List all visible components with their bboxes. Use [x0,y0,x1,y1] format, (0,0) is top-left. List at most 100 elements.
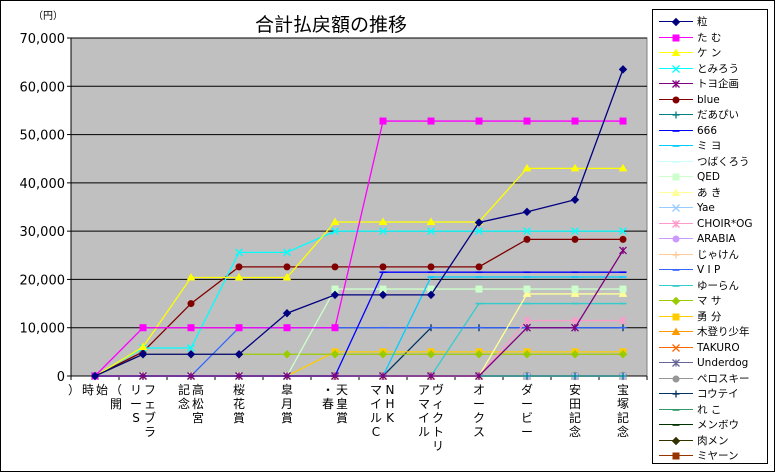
data-point [283,263,291,271]
legend-marker [672,145,680,147]
legend-item: ARABIA [655,231,765,247]
legend-item: トヨ企画 [655,76,765,92]
legend-item: 粒 [655,14,765,30]
legend-item: 肉メン [655,433,765,449]
x-tick-char: 宝 [617,383,629,397]
data-point [187,344,195,352]
data-point [570,350,580,359]
legend-marker [672,204,680,212]
data-point [379,372,387,380]
legend-marker [672,408,680,411]
x-tick-char: イ [418,411,430,425]
data-point [330,290,340,300]
legend-marker-shape [672,452,680,460]
y-tick-label: 20,000 [20,273,66,288]
data-point [426,290,436,300]
y-tick-label: 60,000 [20,80,66,95]
data-point [570,195,580,204]
data-point [187,300,195,308]
legend-item: ミヤーン [655,448,765,464]
x-tick-char: 春 [322,397,334,411]
legend-marker-shape [671,17,681,27]
legend-marker [672,235,680,243]
data-point [571,372,579,380]
data-point [235,263,243,271]
legend-item: メンボウ [655,417,765,433]
x-tick-char: 念 [569,424,581,439]
legend-item: つばくろう [655,154,765,170]
x-tick-char: ー [473,397,485,411]
x-tick-char: 花 [233,396,245,411]
data-point [282,273,292,281]
legend-label: Underdog [697,357,749,369]
legend-marker-shape [672,359,680,367]
x-tick-char: ・ [322,383,334,397]
x-tick-char: ク [473,411,485,425]
data-point [331,227,339,236]
legend-item: V I P [655,262,765,278]
data-point [378,217,388,225]
data-point [619,246,627,255]
legend-marker [672,390,680,398]
y-tick-label: 10,000 [20,322,66,337]
legend-label: ゆーらん [697,279,739,292]
data-point [235,248,243,257]
legend-item: とみろう [655,61,765,77]
x-tick-char: 開 [110,397,122,411]
legend-marker [672,375,680,382]
y-axis-label: （円） [33,10,63,22]
legend-item: マ サ [655,293,765,309]
legend-marker-shape [672,390,680,398]
legend-item: だあぴい [655,107,765,123]
data-point [187,324,195,332]
legend-marker-shape [672,34,680,41]
legend-label: メンボウ [697,419,739,431]
legend-marker-shape [672,375,680,382]
series-line [94,120,623,377]
legend-label: れ こ [697,403,722,416]
x-tick-label: 安田記念 [569,382,581,439]
legend-label: ARABIA [697,233,736,245]
legend-marker-shape [672,173,680,181]
data-point [139,324,147,332]
legend-item: Underdog [655,355,765,371]
data-point [523,227,531,236]
chart-title: 合計払戻額の推移 [255,14,407,36]
legend-item: じゃけん [655,247,765,263]
x-tick-char: 宮 [192,410,204,425]
x-tick-char: 安 [569,382,581,397]
legend-item: 勇 分 [655,309,765,325]
data-point [571,227,579,236]
legend-label: マ サ [697,295,722,307]
legend-marker [672,129,680,132]
data-point [283,324,291,332]
data-point [523,323,531,332]
legend-marker [672,424,680,426]
x-tick-char: 月 [281,397,293,411]
data-point [523,316,531,325]
data-point [187,372,195,380]
legend-marker [672,269,680,271]
x-tick-label: 桜花賞 [233,383,245,425]
data-point [427,372,435,380]
legend-marker [671,296,681,306]
x-tick-char: 松 [192,397,204,411]
legend-marker [672,34,680,41]
legend-marker [672,160,680,163]
legend-item: ミ ヨ [655,138,765,154]
data-point [330,350,340,359]
x-tick-char: 念 [178,396,190,411]
data-point [522,350,532,359]
x-tick-char: 賞 [336,411,348,425]
data-point [618,289,628,297]
x-tick-char: 記 [178,382,190,397]
x-tick-label: オークス [473,383,485,439]
legend-marker [671,17,681,27]
x-tick-label: 時 [82,383,94,397]
x-tick-char: フ [144,383,156,397]
y-tick-label: 0 [57,370,65,385]
data-point [138,342,148,351]
legend-marker [672,96,680,103]
x-tick-char: 記 [569,410,581,425]
